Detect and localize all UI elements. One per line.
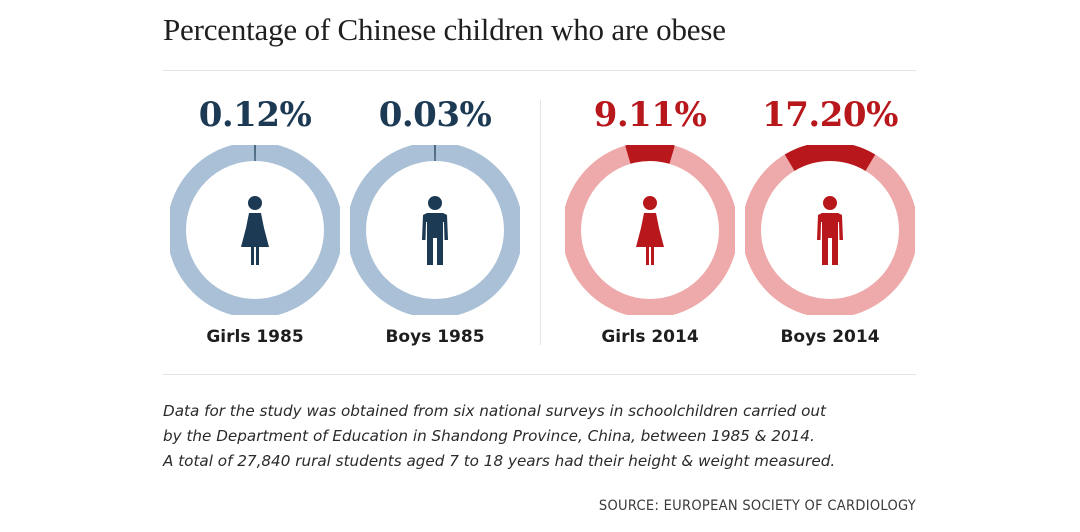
note-line: Data for the study was obtained from six… bbox=[163, 402, 827, 420]
female-figure-icon bbox=[636, 196, 664, 265]
category-label: Boys 1985 bbox=[385, 327, 485, 347]
chart-title: Percentage of Chinese children who are o… bbox=[163, 12, 726, 47]
donut-ring bbox=[170, 145, 340, 315]
donut-boys-2014: 17.20% Boys 2014 bbox=[740, 85, 920, 355]
donut-value-arc bbox=[784, 145, 876, 171]
category-label: Boys 2014 bbox=[780, 327, 880, 347]
category-label: Girls 2014 bbox=[601, 327, 699, 347]
donut-girls-1985: 0.12% Girls 1985 bbox=[165, 85, 345, 355]
note-line: by the Department of Education in Shando… bbox=[163, 427, 815, 445]
note-line: A total of 27,840 rural students aged 7 … bbox=[163, 452, 836, 470]
percentage-label: 9.11% bbox=[593, 95, 707, 135]
percentage-label: 17.20% bbox=[762, 95, 898, 135]
donut-ring bbox=[565, 145, 735, 315]
female-figure-icon bbox=[241, 196, 269, 265]
male-figure-icon bbox=[817, 196, 843, 265]
study-note: Data for the study was obtained from six… bbox=[163, 399, 933, 474]
category-label: Girls 1985 bbox=[206, 327, 304, 347]
donut-value-arc bbox=[625, 145, 675, 164]
donut-boys-1985: 0.03% Boys 1985 bbox=[345, 85, 525, 355]
bottom-divider bbox=[163, 374, 916, 375]
male-figure-icon bbox=[422, 196, 448, 265]
top-divider bbox=[163, 70, 916, 71]
percentage-label: 0.12% bbox=[198, 95, 312, 135]
percentage-label: 0.03% bbox=[378, 95, 492, 135]
donut-ring bbox=[745, 145, 915, 315]
donut-ring bbox=[350, 145, 520, 315]
era-divider bbox=[540, 100, 541, 345]
source-credit: SOURCE: EUROPEAN SOCIETY OF CARDIOLOGY bbox=[598, 498, 916, 514]
donut-girls-2014: 9.11% Girls 2014 bbox=[560, 85, 740, 355]
